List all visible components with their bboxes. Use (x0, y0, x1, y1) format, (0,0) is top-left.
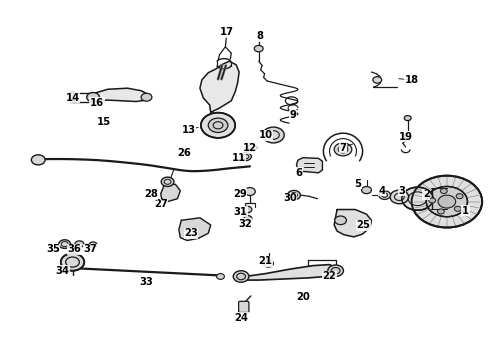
Circle shape (335, 216, 346, 225)
Circle shape (288, 190, 300, 200)
Text: 18: 18 (405, 75, 418, 85)
Circle shape (61, 253, 84, 271)
Text: 21: 21 (259, 256, 272, 266)
Text: 31: 31 (233, 207, 247, 217)
Circle shape (328, 265, 343, 276)
Text: 22: 22 (322, 271, 336, 282)
Circle shape (244, 216, 252, 221)
Circle shape (241, 153, 251, 161)
Circle shape (208, 118, 228, 132)
Text: 37: 37 (84, 244, 98, 254)
Circle shape (248, 144, 257, 151)
Circle shape (263, 127, 284, 143)
Circle shape (141, 93, 152, 101)
Circle shape (334, 143, 352, 156)
Text: 2: 2 (423, 189, 430, 199)
Text: 23: 23 (184, 228, 198, 238)
Text: 15: 15 (97, 117, 111, 127)
Text: 35: 35 (46, 244, 60, 254)
Circle shape (217, 274, 224, 279)
Circle shape (243, 206, 252, 213)
Text: 7: 7 (340, 143, 346, 153)
Text: 20: 20 (296, 292, 310, 302)
Circle shape (390, 190, 409, 204)
Circle shape (75, 241, 84, 247)
Circle shape (31, 155, 45, 165)
Circle shape (362, 186, 371, 194)
FancyBboxPatch shape (239, 301, 249, 312)
Circle shape (161, 177, 174, 186)
Text: 13: 13 (182, 125, 196, 135)
Text: 36: 36 (68, 244, 81, 254)
Text: 5: 5 (354, 179, 361, 189)
Text: 29: 29 (233, 189, 247, 199)
Polygon shape (89, 88, 148, 102)
Text: 24: 24 (234, 312, 248, 323)
Circle shape (426, 186, 467, 217)
Polygon shape (296, 158, 322, 173)
Text: 33: 33 (139, 276, 153, 287)
Polygon shape (236, 265, 338, 281)
Polygon shape (161, 184, 180, 202)
Text: 30: 30 (283, 193, 297, 203)
Text: 12: 12 (243, 143, 257, 153)
Text: 32: 32 (238, 219, 252, 229)
Circle shape (429, 198, 436, 203)
Circle shape (233, 271, 249, 282)
Circle shape (379, 191, 391, 199)
Text: 3: 3 (398, 186, 405, 196)
Text: 6: 6 (295, 168, 302, 178)
Text: 17: 17 (220, 27, 233, 37)
Circle shape (89, 242, 97, 248)
Circle shape (402, 187, 433, 210)
Text: 26: 26 (177, 148, 191, 158)
Text: 9: 9 (290, 110, 296, 120)
Circle shape (441, 189, 447, 194)
Polygon shape (179, 218, 211, 240)
Circle shape (412, 176, 482, 228)
Text: 1: 1 (462, 206, 469, 216)
Circle shape (254, 45, 263, 52)
Circle shape (264, 260, 273, 267)
Text: 8: 8 (256, 31, 263, 41)
Text: 34: 34 (56, 266, 70, 276)
Circle shape (438, 195, 456, 208)
Circle shape (404, 116, 411, 121)
Circle shape (201, 113, 235, 138)
Text: 11: 11 (231, 153, 246, 163)
Text: 27: 27 (154, 199, 168, 210)
Circle shape (373, 77, 382, 83)
Circle shape (245, 188, 255, 195)
Text: 16: 16 (90, 98, 104, 108)
Polygon shape (334, 210, 371, 237)
Circle shape (59, 240, 71, 248)
Text: 4: 4 (379, 186, 386, 196)
Text: 10: 10 (259, 130, 272, 140)
Circle shape (438, 209, 444, 214)
Polygon shape (200, 61, 239, 112)
Text: 25: 25 (357, 220, 370, 230)
Bar (70, 92, 74, 102)
Text: 28: 28 (144, 189, 158, 199)
Text: 19: 19 (399, 132, 413, 142)
Text: 14: 14 (65, 93, 80, 103)
Circle shape (454, 206, 461, 211)
Circle shape (456, 194, 463, 199)
Circle shape (87, 93, 99, 102)
